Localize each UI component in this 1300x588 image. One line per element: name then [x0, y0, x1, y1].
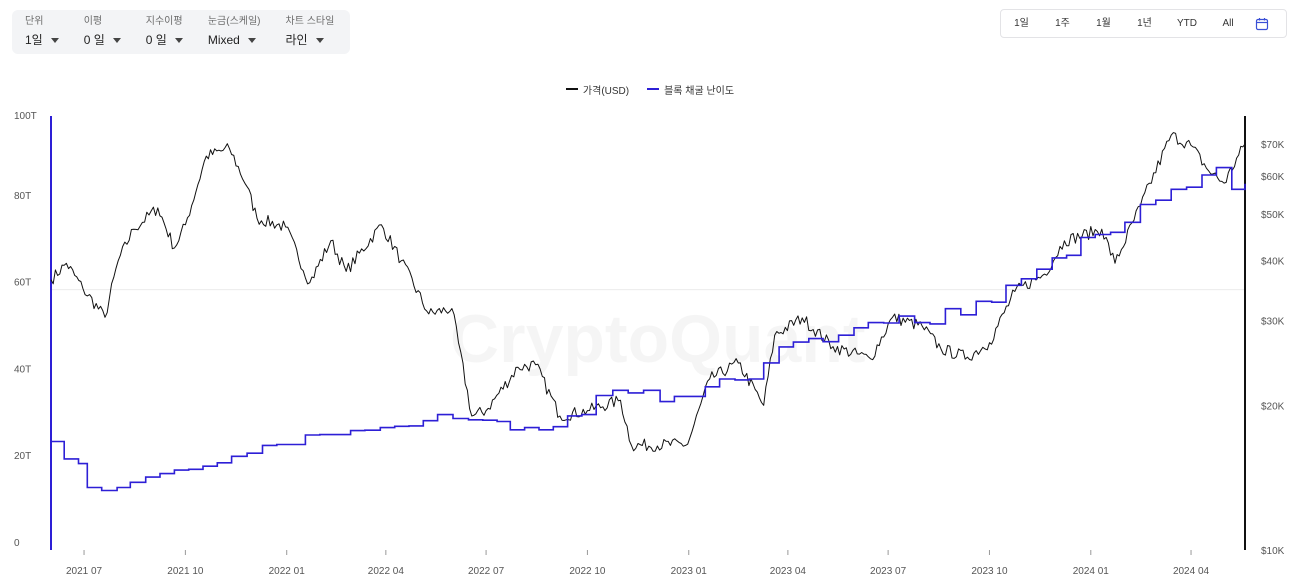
scale-value-text: Mixed — [207, 33, 240, 47]
x-tick-label: 2023 01 — [671, 566, 708, 577]
range-1y-button[interactable]: 1년 — [1137, 18, 1152, 29]
x-tick-label: 2021 07 — [66, 566, 103, 577]
y-right-tick-label: $10K — [1261, 546, 1285, 557]
x-tick-label: 2022 07 — [468, 566, 505, 577]
calendar-icon — [1255, 17, 1269, 30]
y-right-tick-label: $40K — [1261, 257, 1285, 268]
range-selector: 1일 1주 1월 1년 YTD All — [1000, 9, 1287, 38]
scale-dropdown[interactable]: 눈금(스케일) Mixed — [195, 10, 273, 54]
legend-item-difficulty[interactable]: 블록 채굴 난이도 — [647, 82, 735, 97]
x-tick-label: 2022 01 — [269, 566, 306, 577]
range-all-button[interactable]: All — [1222, 18, 1234, 29]
chart-style-dropdown[interactable]: 차트 스타일 라인 — [273, 10, 347, 54]
chart-style-value: 라인 — [286, 30, 335, 50]
chevron-down-icon — [247, 37, 256, 43]
ema-value-text: 0 일 — [145, 33, 167, 47]
y-right-tick-label: $60K — [1261, 172, 1285, 183]
chart-legend: 가격(USD) 블록 채굴 난이도 — [0, 82, 1300, 97]
x-tick-label: 2023 07 — [870, 566, 907, 577]
x-tick-label: 2024 04 — [1173, 566, 1210, 577]
scale-value: Mixed — [208, 30, 261, 50]
sma-value: 0 일 — [84, 30, 121, 50]
x-tick-label: 2022 04 — [368, 566, 405, 577]
y-right-tick-label: $20K — [1261, 401, 1285, 412]
y-left-tick-label: 20T — [14, 451, 31, 462]
y-left-tick-label: 60T — [14, 278, 31, 289]
range-1w-button[interactable]: 1주 — [1055, 18, 1070, 29]
x-axis: 2021 07 2021 10 2022 01 2022 04 2022 07 2022 … — [66, 550, 1210, 577]
legend-label-price: 가격(USD) — [582, 85, 630, 97]
x-tick-label: 2023 04 — [770, 566, 807, 577]
y-left-tick-label: 0 — [14, 538, 20, 549]
chart-style-label: 차트 스타일 — [285, 16, 335, 27]
range-1d-button[interactable]: 1일 — [1014, 18, 1029, 29]
range-1m-button[interactable]: 1월 — [1096, 18, 1111, 29]
ema-label: 지수이평 — [145, 16, 183, 27]
x-tick-label: 2023 10 — [971, 566, 1008, 577]
range-ytd-button[interactable]: YTD — [1177, 18, 1197, 29]
chevron-down-icon — [50, 37, 59, 43]
x-tick-label: 2024 01 — [1073, 566, 1110, 577]
ema-dropdown[interactable]: 지수이평 0 일 — [133, 10, 195, 54]
unit-value-text: 1일 — [25, 33, 43, 47]
y-axis-right: $10K $20K $30K $40K $50K $60K $70K — [1244, 116, 1285, 557]
sma-value-text: 0 일 — [83, 33, 105, 47]
legend-item-price[interactable]: 가격(USD) — [565, 82, 630, 97]
legend-swatch-price — [565, 88, 578, 90]
legend-label-difficulty: 블록 채굴 난이도 — [664, 85, 735, 97]
difficulty-series-line — [51, 166, 1246, 492]
ema-value: 0 일 — [146, 30, 183, 50]
y-right-tick-label: $50K — [1261, 210, 1285, 221]
sma-dropdown[interactable]: 이평 0 일 — [71, 10, 133, 54]
unit-label: 단위 — [25, 16, 44, 27]
y-axis-left: 0 20T 40T 60T 80T 100T — [14, 111, 52, 550]
chevron-down-icon — [112, 37, 121, 43]
unit-value: 1일 — [25, 30, 59, 50]
sma-label: 이평 — [83, 16, 103, 27]
chevron-down-icon — [174, 37, 183, 43]
y-left-tick-label: 100T — [14, 111, 37, 122]
unit-dropdown[interactable]: 단위 1일 — [12, 10, 71, 54]
chart-settings-bar: 단위 1일 이평 0 일 지수이평 0 일 눈금(스케일) Mixed 차트 스… — [12, 10, 350, 54]
legend-swatch-difficulty — [647, 88, 660, 90]
y-right-tick-label: $70K — [1261, 140, 1285, 151]
series-lines — [50, 132, 1246, 492]
chevron-down-icon — [315, 37, 324, 43]
y-right-tick-label: $30K — [1261, 317, 1285, 328]
price-series-line — [50, 132, 1246, 452]
scale-label: 눈금(스케일) — [207, 16, 261, 27]
y-left-tick-label: 40T — [14, 364, 31, 375]
x-tick-label: 2021 10 — [167, 566, 204, 577]
chart-plot-area: 0 20T 40T 60T 80T 100T $10K $20K $30K $40K $50K $6… — [14, 111, 1285, 577]
chart-style-value-text: 라인 — [285, 33, 308, 47]
calendar-button[interactable] — [1247, 10, 1277, 37]
y-left-tick-label: 80T — [14, 191, 31, 202]
x-tick-label: 2022 10 — [569, 566, 606, 577]
